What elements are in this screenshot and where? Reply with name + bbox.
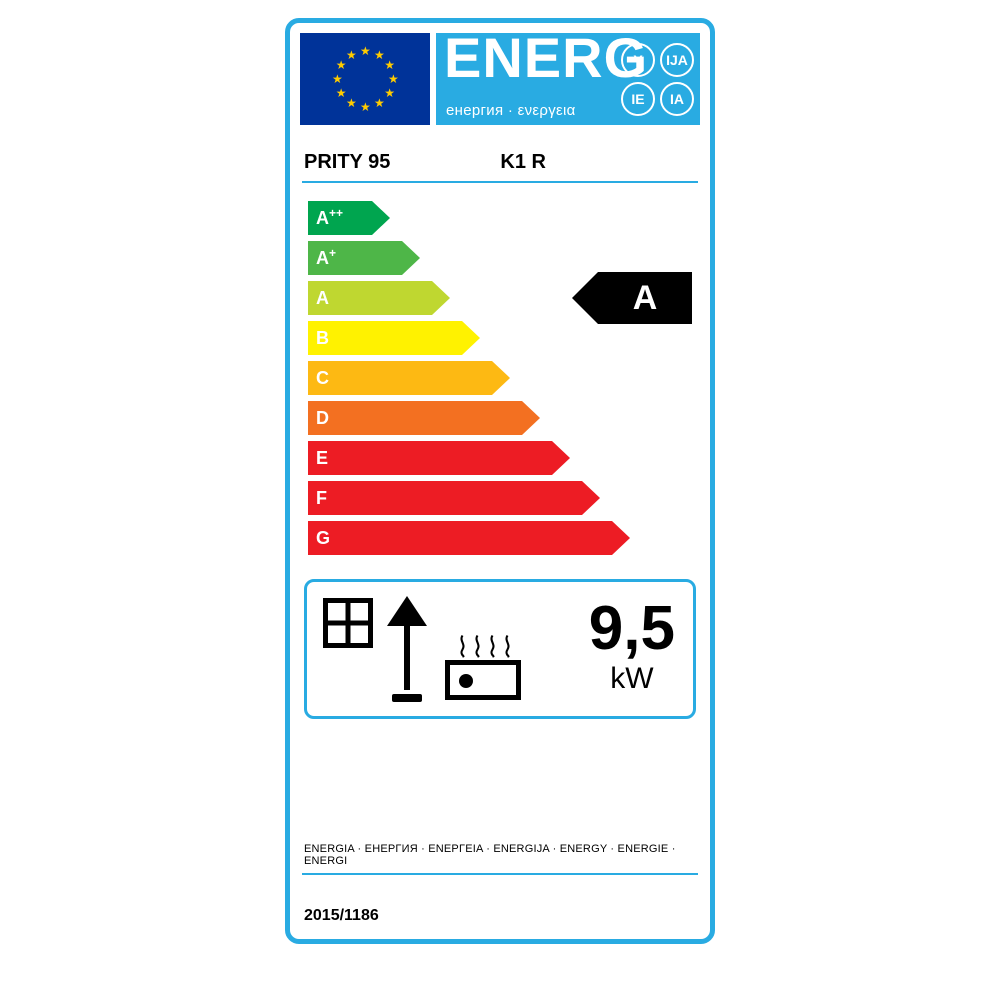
model-name: K1 R: [350, 151, 696, 174]
divider: [302, 873, 698, 875]
efficiency-class-letter: A: [598, 272, 692, 324]
efficiency-scale-label: A+: [316, 241, 336, 275]
heat-output-box: 9,5 kW: [304, 579, 696, 719]
energ-suffix-pill: Y: [621, 43, 655, 77]
efficiency-scale-label: D: [316, 401, 329, 435]
energy-label-card: ★★★★★★★★★★★★ ENERG енергия · ενεργεια YI…: [285, 18, 715, 944]
footer-languages: ENERGIA · ЕНЕРГИЯ · ΕΝΕΡΓΕΙΑ · ENERGIJA …: [304, 843, 696, 867]
heat-output-pictograms: [319, 596, 529, 706]
heat-output-unit: kW: [589, 662, 675, 696]
efficiency-scale-label: C: [316, 361, 329, 395]
energ-subtitle: енергия · ενεργεια: [446, 102, 576, 119]
energ-suffix-pill: IJA: [660, 43, 694, 77]
stove-icon: [445, 644, 521, 700]
eu-flag-icon: ★★★★★★★★★★★★: [300, 33, 430, 125]
arrow-left-icon: [572, 272, 598, 324]
energ-title-block: ENERG енергия · ενεργεια YIJAIEIA: [436, 33, 700, 125]
efficiency-scale-label: B: [316, 321, 329, 355]
efficiency-scale-label: A: [316, 281, 329, 315]
efficiency-scale-label: E: [316, 441, 328, 475]
window-icon: [323, 598, 373, 648]
energ-suffix-pill: IA: [660, 82, 694, 116]
energ-suffix-grid: YIJAIEIA: [621, 43, 694, 116]
heat-output-number: 9,5: [589, 598, 675, 660]
efficiency-class-indicator: A: [572, 272, 692, 324]
lamp-icon: [387, 596, 427, 702]
efficiency-scale-label: G: [316, 521, 330, 555]
product-id-row: PRITY 95 K1 R: [304, 151, 696, 174]
heat-output-value: 9,5 kW: [589, 598, 675, 696]
regulation-number: 2015/1186: [304, 907, 379, 925]
energ-suffix-pill: IE: [621, 82, 655, 116]
efficiency-scale-label: F: [316, 481, 327, 515]
header: ★★★★★★★★★★★★ ENERG енергия · ενεργεια YI…: [300, 33, 700, 125]
efficiency-scale-label: A++: [316, 201, 343, 235]
energ-title: ENERG: [444, 25, 648, 90]
divider: [302, 181, 698, 183]
